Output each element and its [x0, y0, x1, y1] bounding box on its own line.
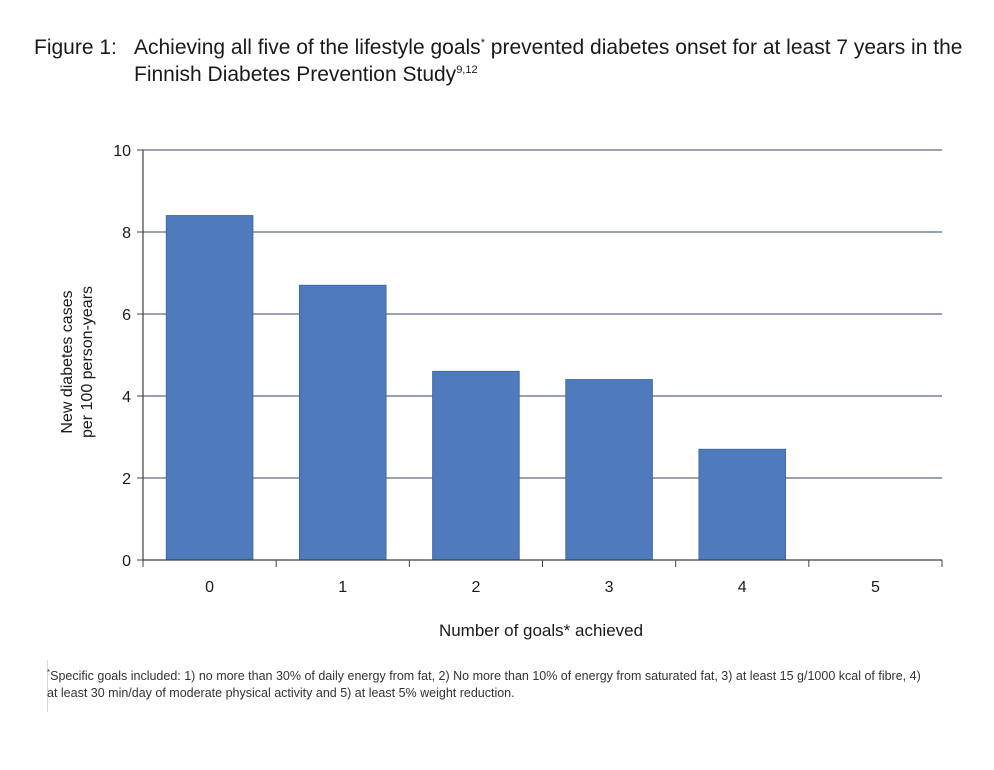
y-tick-label: 6	[122, 307, 131, 324]
bar-4	[698, 448, 787, 561]
bar-0	[165, 215, 254, 561]
y-axis-label-line1: New diabetes cases	[59, 290, 76, 433]
y-tick-label: 10	[113, 143, 131, 160]
x-tick-label: 4	[738, 579, 747, 596]
figure-title: Achieving all five of the lifestyle goal…	[134, 34, 974, 88]
x-tick-label: 5	[871, 579, 880, 596]
y-tick-label: 4	[122, 389, 131, 406]
x-axis-label: Number of goals* achieved	[439, 621, 643, 640]
y-tick-label: 2	[122, 471, 131, 488]
x-tick-label: 1	[338, 579, 347, 596]
bar-2	[432, 370, 520, 561]
bar-chart: 0 2 4 6 8 10 0 1 2 3 4 5 New diabetes cases per 10…	[59, 143, 943, 640]
figure-title-references: 9,12	[456, 64, 478, 76]
y-tick-label: 0	[122, 553, 131, 570]
y-axis-label-line2: per 100 person-years	[79, 286, 96, 438]
footnote-text: Specific goals included: 1) no more than…	[47, 669, 921, 700]
footnote-rule	[47, 660, 48, 712]
figure-title-part1: Achieving all five of the lifestyle goal…	[134, 36, 481, 59]
bar-3	[565, 379, 653, 561]
footnote-asterisk: *	[47, 667, 51, 677]
y-axis: 0 2 4 6 8 10	[113, 143, 144, 570]
x-axis: 0 1 2 3 4 5	[142, 559, 943, 596]
figure-title-asterisk: *	[480, 37, 485, 49]
figure-number: Figure 1:	[34, 36, 117, 59]
x-tick-label: 3	[605, 579, 614, 596]
bars	[165, 215, 787, 561]
y-tick-label: 8	[122, 225, 131, 242]
grid-lines	[143, 149, 942, 479]
bar-1	[298, 284, 387, 561]
x-tick-label: 0	[205, 579, 214, 596]
figure-title-part2: prevented diabetes onset for at least 7 …	[134, 36, 963, 86]
footnote: *Specific goals included: 1) no more tha…	[47, 668, 927, 702]
x-tick-label: 2	[471, 579, 480, 596]
